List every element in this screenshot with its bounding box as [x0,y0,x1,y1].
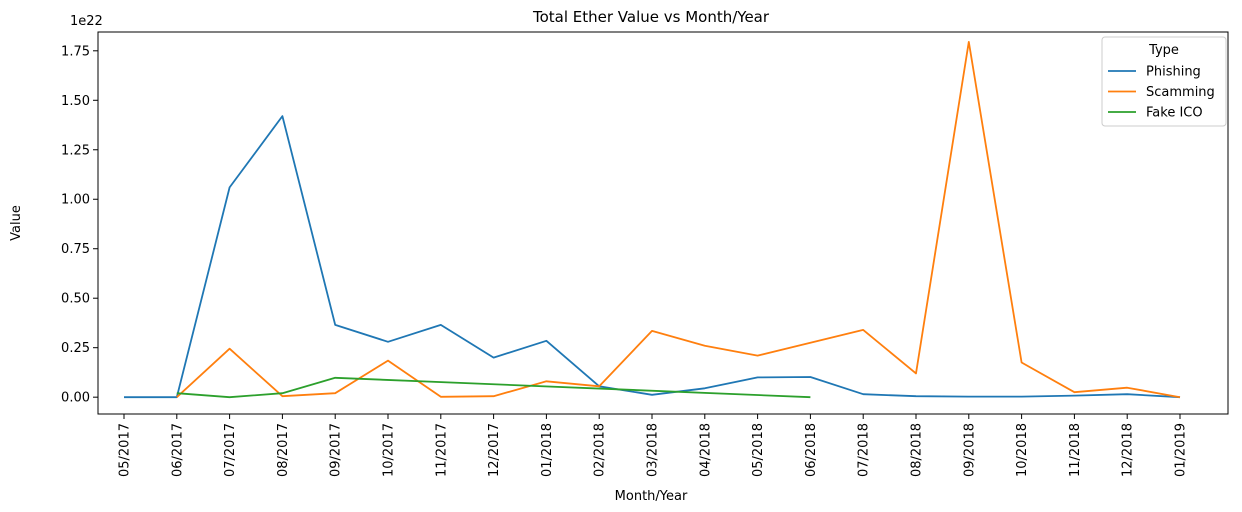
legend-title: Type [1148,43,1179,58]
x-tick-label: 10/2017 [382,423,397,477]
y-tick-label: 1.25 [61,143,90,158]
x-tick-label: 07/2017 [223,423,238,477]
y-tick-label: 0.25 [61,341,90,356]
y-axis-label: Value [9,205,24,241]
plot-frame [97,31,1229,415]
y-tick-label: 1.00 [61,193,90,208]
legend-label: Scamming [1146,85,1215,100]
x-tick-label: 11/2017 [434,423,449,477]
y-offset-label: 1e22 [70,14,103,29]
legend-box [1101,36,1227,127]
legend-label: Phishing [1146,65,1201,80]
series-line-fake-ico [176,376,811,399]
series-line-phishing [124,115,1181,399]
x-tick-label: 01/2019 [1174,423,1189,477]
y-tick-label: 1.50 [61,94,90,109]
x-tick-label: 06/2017 [170,423,185,477]
y-tick-label: 0.50 [61,292,90,307]
legend-label: Fake ICO [1146,106,1203,121]
x-tick-label: 12/2017 [487,423,502,477]
x-tick-label: 03/2018 [646,423,661,477]
x-tick-label: 01/2018 [540,423,555,477]
x-tick-label: 04/2018 [698,423,713,477]
x-tick-label: 06/2018 [804,423,819,477]
legend: Type Phishing Scamming Fake ICO [1101,36,1227,127]
x-tick-label: 09/2017 [329,423,344,477]
y-tick-label: 0.00 [61,391,90,406]
x-tick-label: 05/2017 [118,423,133,477]
plot-area [124,41,1181,399]
x-tick-label: 05/2018 [751,423,766,477]
x-tick-label: 02/2018 [593,423,608,477]
x-axis-label: Month/Year [615,489,688,504]
y-tick-label: 1.75 [61,44,90,59]
x-tick-label: 08/2017 [276,423,291,477]
x-tick-label: 12/2018 [1121,423,1136,477]
x-tick-label: 08/2018 [910,423,925,477]
y-tick-label: 0.75 [61,242,90,257]
x-tick-label: 07/2018 [857,423,872,477]
x-tick-label: 11/2018 [1068,423,1083,477]
x-tick-label: 09/2018 [962,423,977,477]
series-line-scamming [176,41,1181,399]
x-tick-label: 10/2018 [1015,423,1030,477]
chart-title: Total Ether Value vs Month/Year [532,8,770,26]
